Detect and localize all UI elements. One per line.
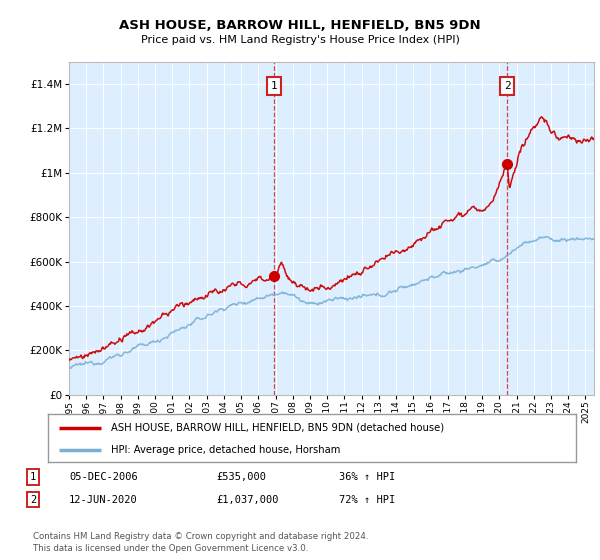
Text: HPI: Average price, detached house, Horsham: HPI: Average price, detached house, Hors… [112, 445, 341, 455]
Text: ASH HOUSE, BARROW HILL, HENFIELD, BN5 9DN (detached house): ASH HOUSE, BARROW HILL, HENFIELD, BN5 9D… [112, 423, 445, 433]
Text: 05-DEC-2006: 05-DEC-2006 [69, 472, 138, 482]
Text: Contains HM Land Registry data © Crown copyright and database right 2024.: Contains HM Land Registry data © Crown c… [33, 532, 368, 541]
Text: 1: 1 [30, 472, 36, 482]
Text: 36% ↑ HPI: 36% ↑ HPI [339, 472, 395, 482]
Text: £535,000: £535,000 [216, 472, 266, 482]
Text: Price paid vs. HM Land Registry's House Price Index (HPI): Price paid vs. HM Land Registry's House … [140, 35, 460, 45]
Text: 1: 1 [271, 81, 278, 91]
Text: This data is licensed under the Open Government Licence v3.0.: This data is licensed under the Open Gov… [33, 544, 308, 553]
Text: ASH HOUSE, BARROW HILL, HENFIELD, BN5 9DN: ASH HOUSE, BARROW HILL, HENFIELD, BN5 9D… [119, 18, 481, 32]
Text: 72% ↑ HPI: 72% ↑ HPI [339, 494, 395, 505]
Text: 2: 2 [503, 81, 511, 91]
Text: 12-JUN-2020: 12-JUN-2020 [69, 494, 138, 505]
Text: £1,037,000: £1,037,000 [216, 494, 278, 505]
Text: 2: 2 [30, 494, 36, 505]
